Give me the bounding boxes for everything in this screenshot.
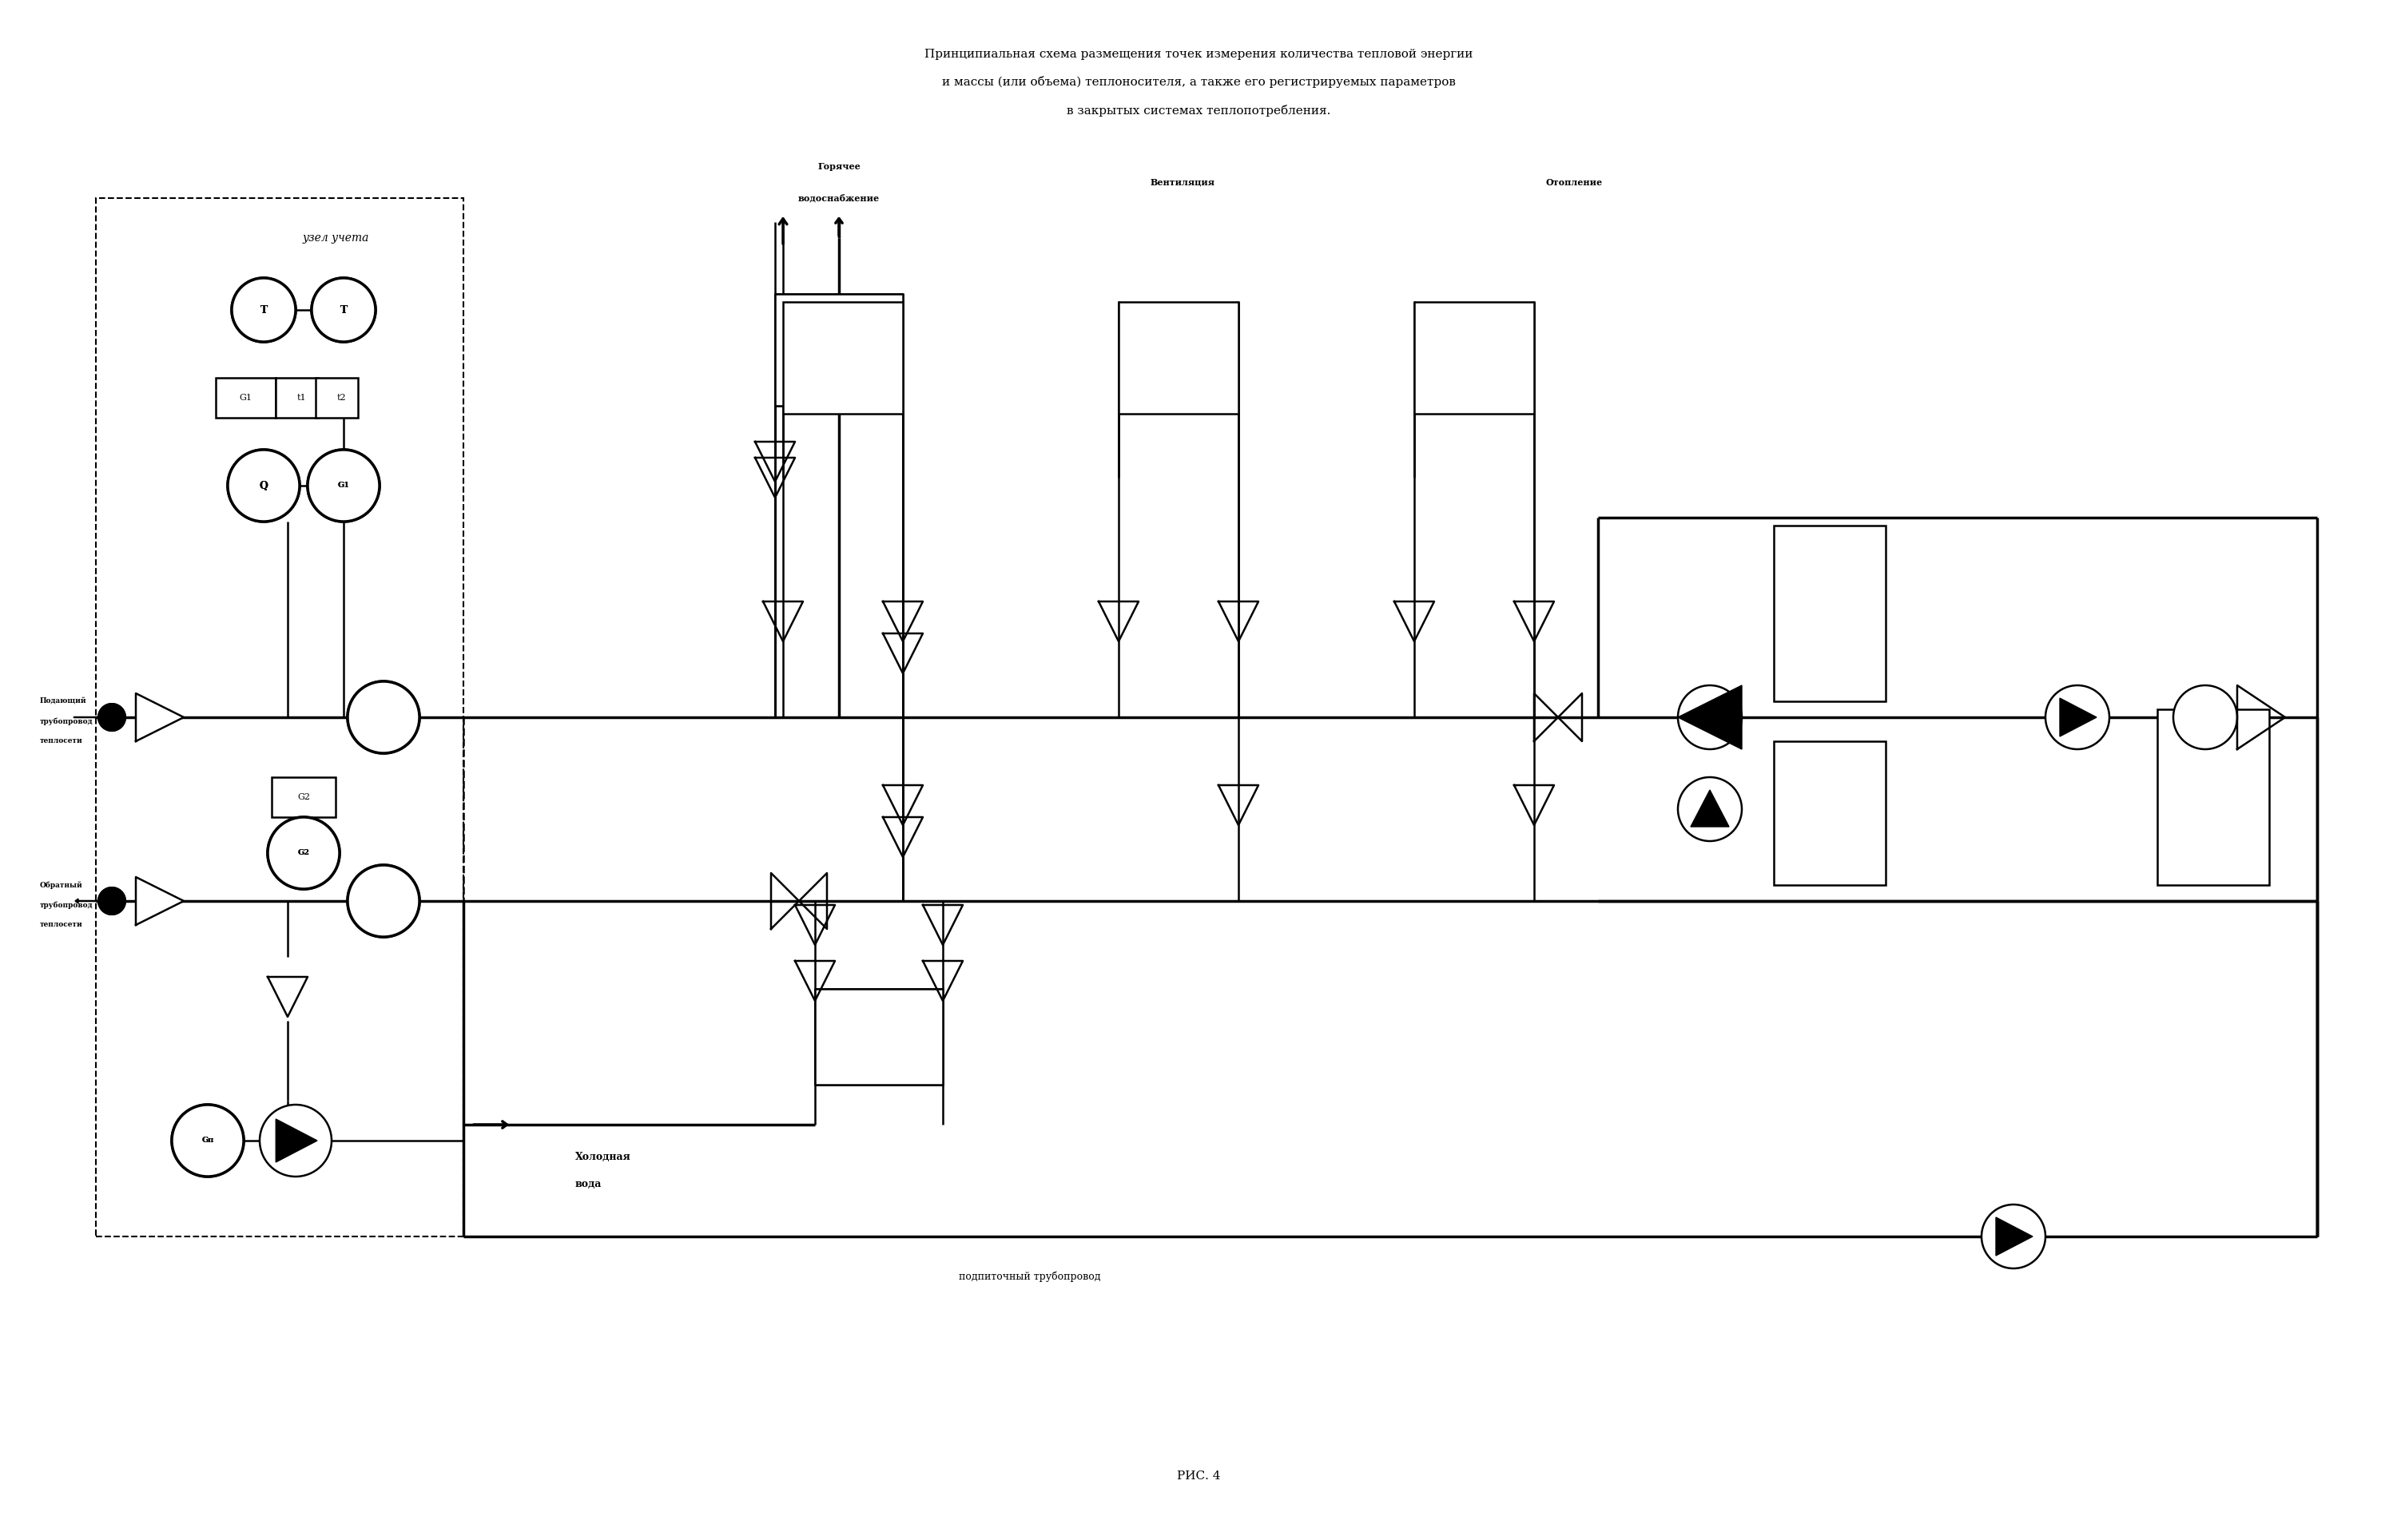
- Bar: [784, 302, 904, 414]
- Circle shape: [348, 681, 419, 753]
- Circle shape: [2174, 685, 2236, 750]
- Text: Т: Т: [259, 305, 268, 316]
- Bar: [276, 377, 316, 417]
- Text: в закрытых системах теплопотребления.: в закрытых системах теплопотребления.: [1067, 105, 1330, 116]
- Circle shape: [1982, 1204, 2045, 1269]
- Polygon shape: [2059, 698, 2097, 736]
- Text: Т: Т: [340, 305, 348, 316]
- Circle shape: [348, 865, 419, 936]
- Circle shape: [312, 277, 376, 342]
- Polygon shape: [1997, 1217, 2033, 1255]
- Bar: [271, 778, 336, 818]
- Bar: [1119, 302, 1239, 414]
- Text: Отопление: Отопление: [1546, 177, 1604, 186]
- Bar: [216, 377, 276, 417]
- Text: G1: G1: [338, 482, 350, 490]
- Text: Холодная: Холодная: [575, 1152, 630, 1161]
- Circle shape: [259, 1104, 331, 1177]
- Text: Принципиальная схема размещения точек измерения количества тепловой энергии: Принципиальная схема размещения точек из…: [925, 49, 1472, 60]
- Text: t1: t1: [297, 394, 307, 402]
- Circle shape: [98, 887, 127, 915]
- Circle shape: [307, 450, 379, 522]
- Text: трубопровод: трубопровод: [41, 901, 93, 909]
- Text: Вентиляция: Вентиляция: [1151, 177, 1215, 186]
- Text: Gп: Gп: [201, 1137, 213, 1144]
- Circle shape: [348, 681, 419, 753]
- Polygon shape: [137, 878, 185, 926]
- Text: G1: G1: [338, 482, 350, 490]
- Circle shape: [1678, 778, 1743, 841]
- Circle shape: [233, 277, 295, 342]
- Text: Подающий: Подающий: [41, 698, 86, 705]
- Text: Т: Т: [259, 305, 268, 316]
- Text: РИС. 4: РИС. 4: [1177, 1471, 1220, 1481]
- Text: Обратный: Обратный: [41, 881, 84, 889]
- Bar: [2157, 710, 2270, 886]
- Text: G2: G2: [297, 793, 309, 801]
- Text: трубопровод: трубопровод: [41, 718, 93, 725]
- Bar: [1414, 302, 1534, 414]
- Text: теплосети: теплосети: [41, 921, 84, 929]
- Circle shape: [233, 277, 295, 342]
- Text: Q: Q: [259, 480, 268, 491]
- Bar: [815, 989, 942, 1084]
- Circle shape: [228, 450, 300, 522]
- Circle shape: [2045, 685, 2109, 750]
- Circle shape: [228, 450, 300, 522]
- Circle shape: [98, 887, 127, 915]
- Circle shape: [98, 702, 127, 732]
- Circle shape: [173, 1104, 244, 1177]
- Text: G1: G1: [240, 394, 252, 402]
- Text: теплосети: теплосети: [41, 738, 84, 745]
- Text: G2: G2: [297, 850, 309, 856]
- Polygon shape: [1678, 685, 1743, 750]
- Text: Q: Q: [259, 480, 268, 491]
- Bar: [774, 294, 904, 405]
- Text: Gп: Gп: [201, 1137, 213, 1144]
- Circle shape: [268, 818, 340, 889]
- Circle shape: [348, 865, 419, 936]
- Text: и массы (или объема) теплоносителя, а также его регистрируемых параметров: и массы (или объема) теплоносителя, а та…: [942, 77, 1455, 88]
- Circle shape: [173, 1104, 244, 1177]
- Bar: [96, 199, 463, 1237]
- Circle shape: [312, 277, 376, 342]
- Bar: [1774, 741, 1886, 886]
- Text: t2: t2: [338, 394, 345, 402]
- Text: Горячее: Горячее: [817, 162, 861, 171]
- Circle shape: [1678, 685, 1743, 750]
- Polygon shape: [1690, 790, 1728, 827]
- Text: водоснабжение: водоснабжение: [798, 194, 880, 202]
- Polygon shape: [137, 693, 185, 741]
- Text: подпиточный трубопровод: подпиточный трубопровод: [959, 1270, 1100, 1281]
- Circle shape: [98, 702, 127, 732]
- Circle shape: [307, 450, 379, 522]
- Bar: [316, 377, 357, 417]
- Polygon shape: [276, 1120, 316, 1163]
- Text: вода: вода: [575, 1180, 602, 1190]
- Text: Т: Т: [340, 305, 348, 316]
- Text: узел учета: узел учета: [302, 233, 369, 243]
- Circle shape: [268, 818, 340, 889]
- Bar: [1774, 525, 1886, 701]
- Text: G2: G2: [297, 850, 309, 856]
